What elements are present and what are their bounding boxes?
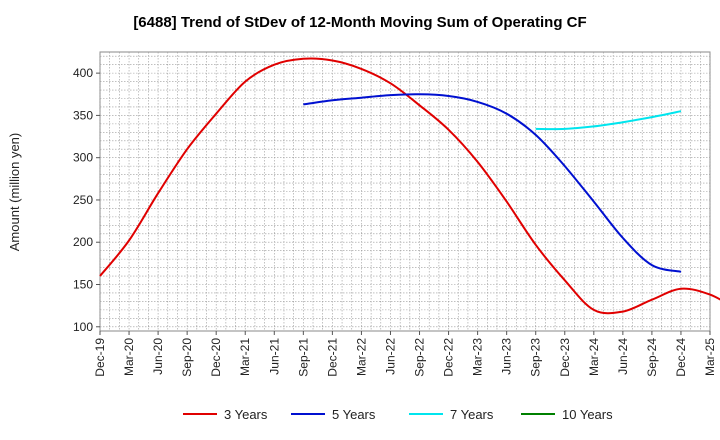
x-tick-label: Jun-22 xyxy=(383,338,397,375)
x-tick-label: Dec-22 xyxy=(442,338,456,377)
x-tick-label: Dec-24 xyxy=(674,338,688,377)
y-tick-label: 250 xyxy=(73,193,93,207)
x-tick-label: Mar-22 xyxy=(354,338,368,376)
series-line-7-years xyxy=(535,110,682,131)
x-tick-label: Jun-24 xyxy=(616,338,630,375)
x-tick-label: Mar-24 xyxy=(587,338,601,376)
y-tick-label: 150 xyxy=(73,278,93,292)
legend-label: 7 Years xyxy=(450,407,494,422)
x-tick-label: Sep-24 xyxy=(645,338,659,377)
x-tick-label: Sep-20 xyxy=(180,338,194,377)
series-line-5-years xyxy=(303,93,682,273)
x-tick-label: Jun-23 xyxy=(500,338,514,375)
series-lines xyxy=(99,57,720,315)
y-tick-label: 400 xyxy=(73,66,93,80)
x-tick-label: Sep-23 xyxy=(529,338,543,377)
y-axis-label: Amount (million yen) xyxy=(7,133,22,252)
legend-label: 10 Years xyxy=(562,407,613,422)
x-tick-label: Sep-22 xyxy=(413,338,427,377)
y-tick-label: 100 xyxy=(73,320,93,334)
legend-label: 5 Years xyxy=(332,407,376,422)
x-tick-label: Jun-20 xyxy=(151,338,165,375)
y-tick-label: 350 xyxy=(73,108,93,122)
x-tick-label: Dec-23 xyxy=(558,338,572,377)
x-tick-label: Dec-21 xyxy=(325,338,339,377)
chart-title: [6488] Trend of StDev of 12-Month Moving… xyxy=(133,14,587,31)
y-tick-label: 200 xyxy=(73,235,93,249)
x-tick-label: Mar-21 xyxy=(238,338,252,376)
x-tick-label: Mar-20 xyxy=(122,338,136,376)
y-axis-ticks: 100 150 200 250 300 350 400 xyxy=(73,66,100,334)
x-tick-label: Dec-19 xyxy=(93,338,107,377)
x-tick-label: Mar-23 xyxy=(471,338,485,376)
series-line-3-years xyxy=(99,57,720,315)
x-tick-label: Sep-21 xyxy=(296,338,310,377)
x-tick-label: Dec-20 xyxy=(209,338,223,377)
x-tick-label: Jun-21 xyxy=(267,338,281,375)
x-tick-label: Mar-25 xyxy=(703,338,717,376)
x-axis-ticks: Dec-19 Mar-20 Jun-20 Sep-20 Dec-20 Mar-21 Jun-… xyxy=(93,331,717,377)
y-tick-label: 300 xyxy=(73,151,93,165)
legend: 3 Years 5 Years 7 Years 10 Years xyxy=(183,407,613,422)
legend-label: 3 Years xyxy=(224,407,268,422)
